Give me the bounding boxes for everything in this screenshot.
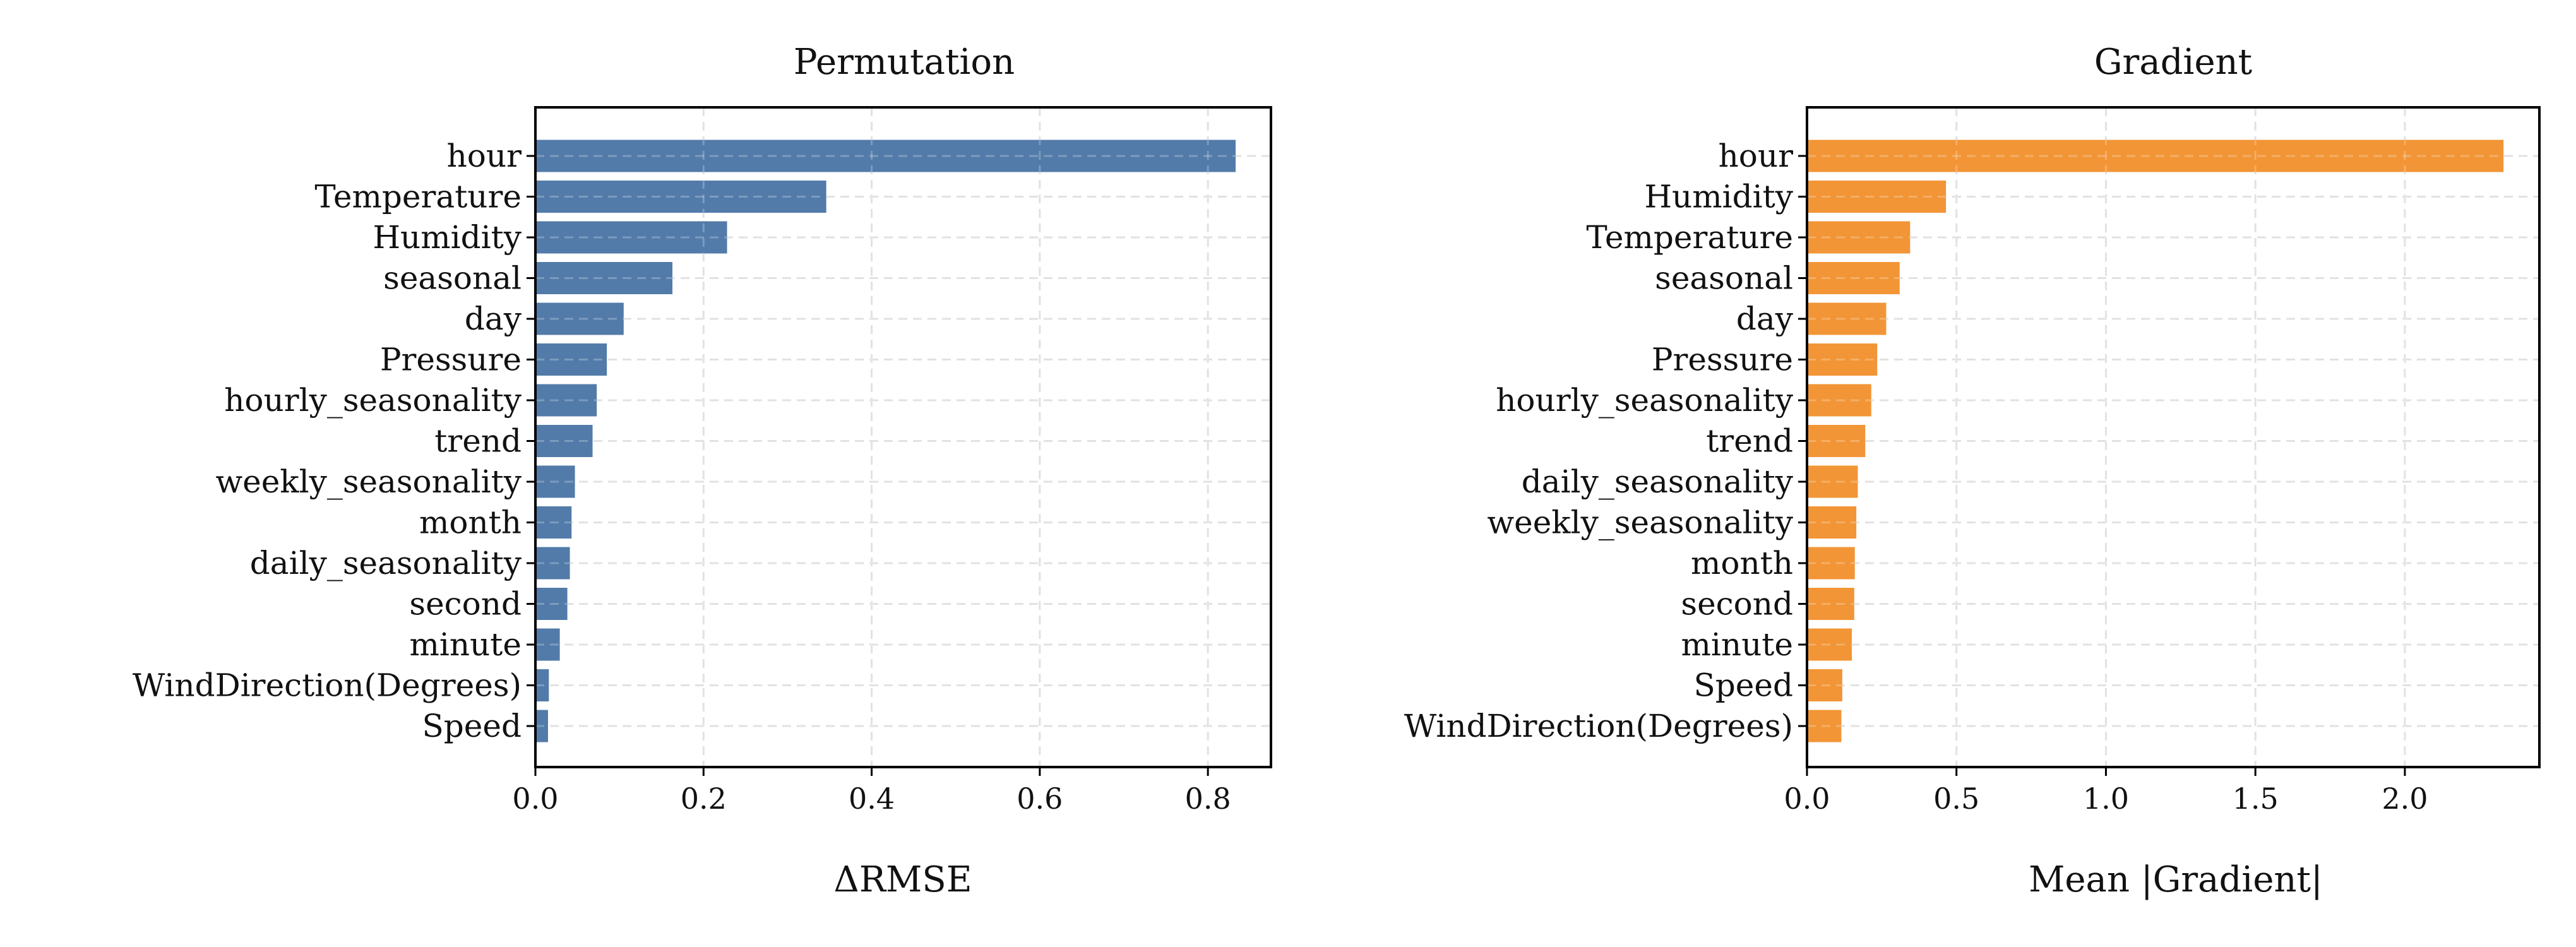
permutation-x-tick-label-2: 0.4 [849, 782, 895, 816]
gradient-bar-11 [1807, 588, 1854, 620]
gradient-bar-14 [1807, 710, 1842, 742]
gradient-category-label-14: WindDirection(Degrees) [1404, 708, 1793, 744]
gradient-category-label-8: daily_seasonality [1522, 463, 1794, 500]
gradient-bar-5 [1807, 343, 1878, 376]
gradient-bar-8 [1807, 465, 1858, 498]
gradient-category-label-7: trend [1706, 423, 1793, 460]
permutation-bar-12 [535, 628, 560, 661]
permutation-category-label-8: weekly_seasonality [215, 463, 522, 500]
permutation-category-label-4: day [465, 301, 522, 337]
permutation-bar-1 [535, 181, 826, 213]
permutation-category-label-7: trend [434, 423, 522, 460]
permutation-bar-6 [535, 384, 597, 417]
permutation-bar-2 [535, 221, 727, 254]
permutation-x-tick-label-0: 0.0 [512, 782, 558, 816]
permutation-category-label-5: Pressure [380, 342, 522, 378]
permutation-bar-11 [535, 588, 568, 620]
gradient-x-tick-label-4: 2.0 [2382, 782, 2428, 816]
gradient-bar-2 [1807, 221, 1911, 254]
permutation-x-tick-label-1: 0.2 [681, 782, 727, 816]
permutation-category-label-12: minute [410, 626, 522, 663]
permutation-x-ticks: 0.0 0.2 0.4 0.6 0.8 [512, 767, 1231, 816]
gradient-bar-6 [1807, 384, 1871, 417]
gradient-x-tick-label-0: 0.0 [1784, 782, 1830, 816]
gradient-category-label-5: Pressure [1652, 342, 1793, 378]
gradient-title: Gradient [2094, 42, 2253, 83]
permutation-bar-3 [535, 262, 673, 294]
gradient-category-label-13: Speed [1694, 667, 1793, 704]
gradient-bar-0 [1807, 140, 2504, 172]
gradient-x-tick-label-3: 1.5 [2233, 782, 2279, 816]
gradient-bars [1806, 107, 2539, 767]
permutation-category-label-0: hour [447, 138, 522, 174]
gradient-category-label-9: weekly_seasonality [1487, 504, 1793, 541]
gradient-category-label-0: hour [1719, 138, 1794, 174]
gradient-category-label-10: month [1691, 545, 1793, 581]
permutation-bar-10 [535, 547, 570, 580]
permutation-category-label-11: second [409, 586, 522, 622]
permutation-bar-5 [535, 343, 607, 376]
permutation-gridlines [534, 107, 1271, 767]
permutation-y-tick-labels: hour Temperature Humidity seasonal day Pressu… [133, 138, 535, 744]
permutation-category-label-6: hourly_seasonality [224, 382, 522, 419]
gradient-bar-12 [1807, 628, 1852, 661]
permutation-bar-4 [535, 302, 624, 335]
permutation-title: Permutation [794, 42, 1015, 83]
gradient-category-label-1: Humidity [1644, 179, 1793, 215]
permutation-category-label-14: Speed [422, 708, 522, 744]
permutation-category-label-2: Humidity [373, 219, 522, 256]
gradient-bar-7 [1807, 425, 1866, 457]
permutation-panel: Permutation hour Temperature Humidity seaso… [133, 42, 1272, 900]
permutation-bar-0 [535, 140, 1236, 172]
gradient-category-label-2: Temperature [1586, 219, 1793, 256]
gradient-bar-3 [1807, 262, 1900, 294]
permutation-category-label-1: Temperature [314, 179, 522, 215]
gradient-category-label-3: seasonal [1655, 260, 1793, 297]
gradient-bar-13 [1807, 669, 1842, 701]
gradient-bar-4 [1807, 302, 1887, 335]
permutation-bar-8 [535, 465, 575, 498]
permutation-x-tick-label-4: 0.8 [1185, 782, 1231, 816]
gradient-plot-frame [1806, 106, 2541, 768]
permutation-bar-7 [535, 425, 593, 457]
gradient-category-label-6: hourly_seasonality [1496, 382, 1794, 419]
permutation-category-label-3: seasonal [383, 260, 522, 297]
gradient-gridlines [1806, 107, 2539, 767]
permutation-x-axis-label: ΔRMSE [833, 859, 972, 900]
permutation-bar-13 [535, 669, 549, 701]
gradient-category-label-4: day [1736, 301, 1794, 337]
gradient-bar-1 [1807, 181, 1947, 213]
gradient-x-tick-label-2: 1.0 [2083, 782, 2129, 816]
permutation-bar-9 [535, 506, 572, 539]
permutation-x-tick-label-3: 0.6 [1017, 782, 1063, 816]
permutation-bars [534, 107, 1271, 767]
gradient-x-axis-label: Mean |Gradient| [2029, 859, 2323, 900]
gradient-category-label-11: second [1681, 586, 1793, 622]
permutation-category-label-13: WindDirection(Degrees) [133, 667, 522, 704]
gradient-category-label-12: minute [1681, 626, 1794, 663]
permutation-bar-14 [535, 710, 548, 742]
gradient-bar-9 [1807, 506, 1857, 539]
permutation-category-label-10: daily_seasonality [250, 545, 522, 581]
gradient-bar-10 [1807, 547, 1855, 580]
gradient-y-tick-labels: hour Humidity Temperature seasonal day Pressu… [1404, 138, 1807, 744]
gradient-x-tick-label-1: 0.5 [1933, 782, 1979, 816]
permutation-plot-frame [534, 106, 1272, 768]
permutation-category-label-9: month [419, 504, 522, 541]
gradient-panel: Gradient hour Humidity Temperature seasonal… [1404, 42, 2541, 900]
gradient-x-ticks: 0.0 0.5 1.0 1.5 2.0 [1784, 767, 2428, 816]
